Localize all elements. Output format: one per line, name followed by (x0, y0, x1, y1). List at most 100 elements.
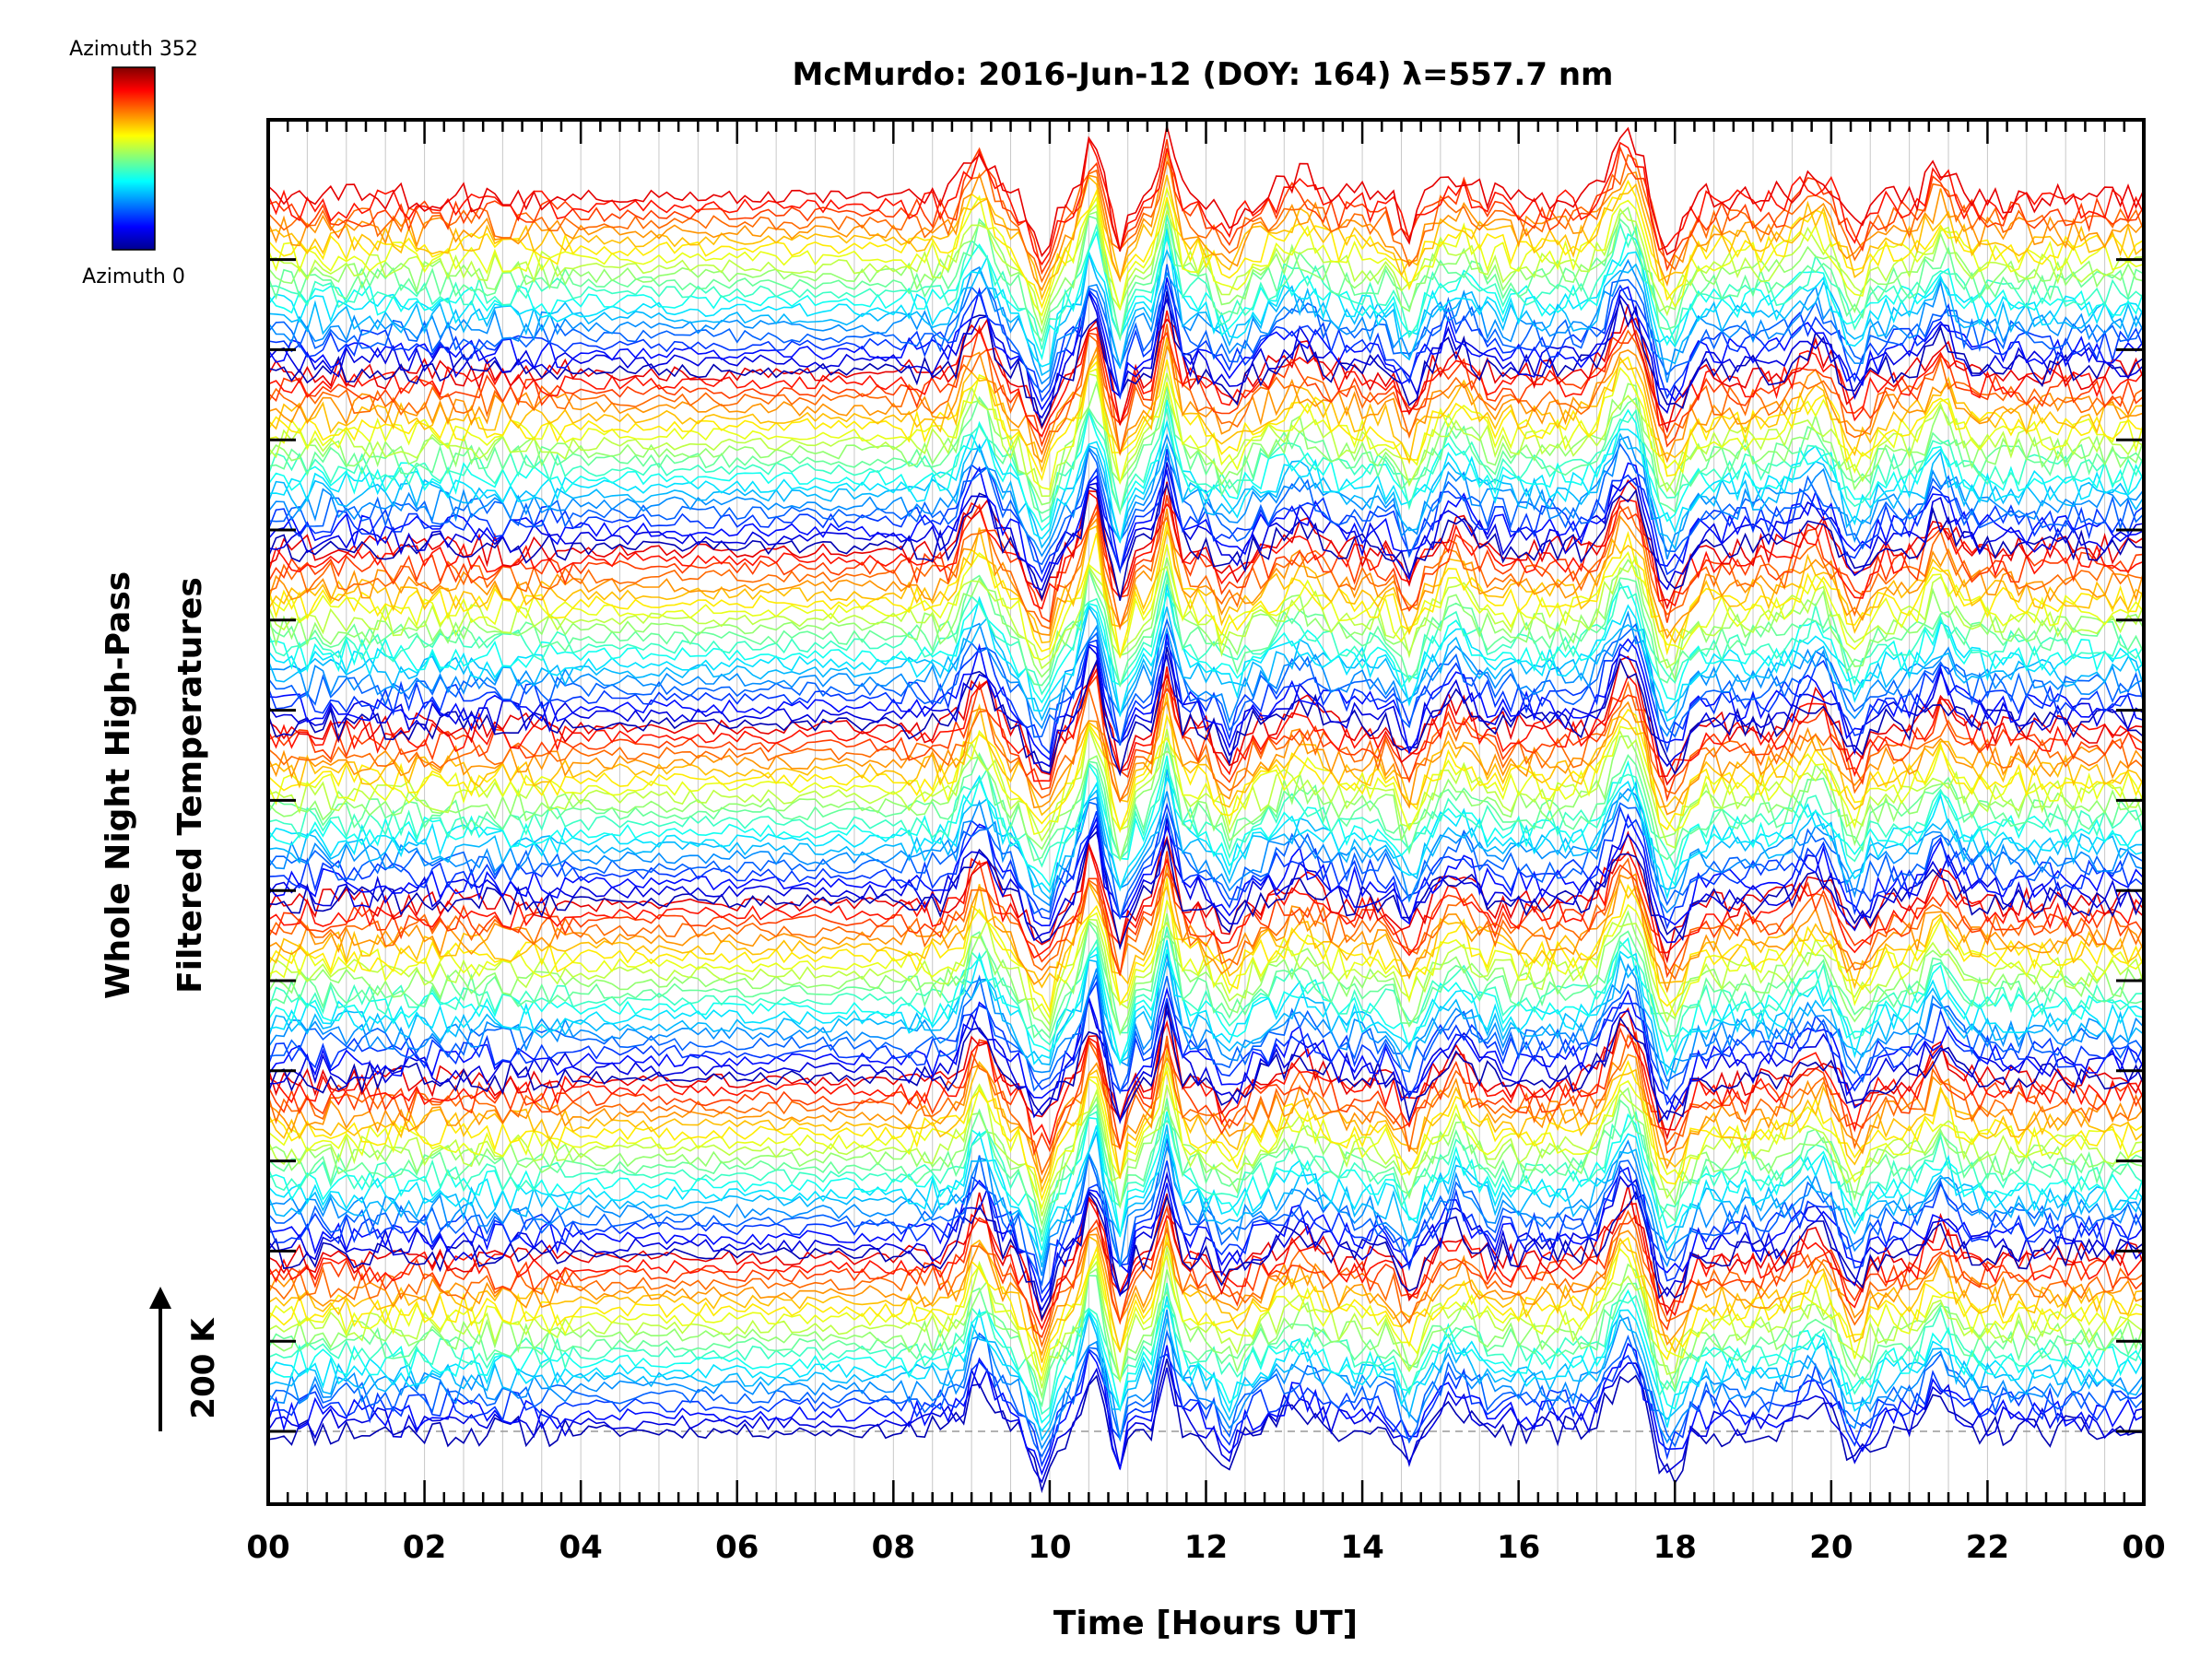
x-tick-label: 14 (1340, 1529, 1383, 1566)
series-line (268, 1220, 2144, 1357)
series-line (268, 801, 2144, 920)
series-line (268, 1190, 2144, 1321)
series-line (268, 954, 2144, 1075)
series-line (268, 769, 2144, 900)
series-line (268, 215, 2144, 350)
x-tick-label: 04 (559, 1529, 603, 1566)
series-line (268, 1087, 2144, 1228)
series-line (268, 290, 2144, 419)
y-axis-label-line-2: Filtered Temperatures (171, 577, 209, 994)
x-tick-label: 16 (1497, 1529, 1540, 1566)
series-line (268, 877, 2144, 1014)
series-line (268, 336, 2144, 474)
series-line (268, 258, 2144, 385)
series-line (268, 1110, 2144, 1242)
series-line (268, 557, 2144, 683)
series-line (268, 386, 2144, 516)
series-line (268, 1111, 2144, 1251)
series-line (268, 478, 2144, 610)
series-line (268, 1204, 2144, 1339)
series-line (268, 290, 2144, 429)
series-line (268, 1342, 2144, 1476)
series-line (268, 229, 2144, 361)
x-tick-label: 00 (2122, 1529, 2165, 1566)
series-line (268, 618, 2144, 746)
series-line (268, 1347, 2144, 1468)
series-line (268, 774, 2144, 900)
series-line (268, 1233, 2144, 1374)
series-line (268, 845, 2144, 959)
series-line (268, 1310, 2144, 1441)
series-line (268, 644, 2144, 768)
series-line (268, 953, 2144, 1091)
series-line (268, 1125, 2144, 1262)
series-line (268, 666, 2144, 782)
series-line (268, 185, 2144, 317)
series-line (268, 900, 2144, 1020)
series-line (268, 1309, 2144, 1450)
series-line (268, 918, 2144, 1027)
series-line (268, 742, 2144, 862)
series-line (268, 1033, 2144, 1176)
scale-bar-label: 200 K (185, 1317, 222, 1419)
series-line (268, 366, 2144, 490)
series-line (268, 1083, 2144, 1217)
series-line (268, 851, 2144, 979)
series-line (268, 569, 2144, 687)
series-line (268, 936, 2144, 1066)
series-line (268, 276, 2144, 411)
series-line (268, 857, 2144, 981)
series-line (268, 482, 2144, 601)
series-line (268, 1002, 2144, 1124)
x-tick-label: 12 (1184, 1529, 1228, 1566)
series-line (268, 1247, 2144, 1389)
series-line (268, 583, 2144, 723)
series-line (268, 1329, 2144, 1458)
series-line (268, 1359, 2144, 1494)
series-line (268, 203, 2144, 327)
series-line (268, 610, 2144, 737)
series-line (268, 462, 2144, 583)
series-line (268, 980, 2144, 1106)
series-line (268, 634, 2144, 755)
series-line (268, 1053, 2144, 1184)
series-line (268, 136, 2144, 266)
series-line (268, 674, 2144, 803)
series-line (268, 693, 2144, 817)
series-line (268, 700, 2144, 816)
series-line (268, 215, 2144, 343)
colorbar (112, 66, 156, 251)
series-line (268, 605, 2144, 722)
series-line (268, 284, 2144, 403)
series-line (268, 1166, 2144, 1303)
series-line (268, 1059, 2144, 1202)
series-line (268, 153, 2144, 284)
series-line (268, 1026, 2144, 1157)
series-line (268, 505, 2144, 631)
series-line (268, 813, 2144, 927)
series-line (268, 1196, 2144, 1331)
series-line (268, 125, 2144, 258)
series-line (268, 633, 2144, 761)
series-line (268, 524, 2144, 644)
x-axis-label: Time [Hours UT] (1053, 1605, 1358, 1642)
series-line (268, 655, 2144, 786)
series-line (268, 926, 2144, 1056)
series-line (268, 1019, 2144, 1147)
series-line (268, 324, 2144, 448)
series-line (268, 830, 2144, 951)
x-tick-label: 06 (715, 1529, 759, 1566)
series-line (268, 448, 2144, 576)
series-line (268, 1263, 2144, 1400)
x-tick-label: 10 (1028, 1529, 1071, 1566)
series-line (268, 571, 2144, 696)
x-tick-label: 18 (1653, 1529, 1697, 1566)
series-line (268, 495, 2144, 623)
series-line (268, 544, 2144, 661)
series-line (268, 522, 2144, 658)
series-line (268, 508, 2144, 640)
x-tick-label: 00 (246, 1529, 289, 1566)
series-line (268, 432, 2144, 551)
series-line (268, 1296, 2144, 1432)
